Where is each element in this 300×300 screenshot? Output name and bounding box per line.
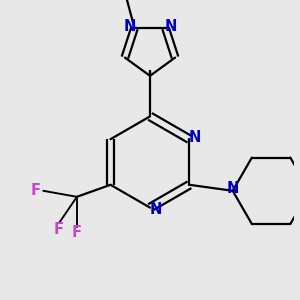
Text: N: N — [226, 181, 239, 196]
Text: F: F — [31, 183, 41, 198]
Text: F: F — [54, 222, 64, 237]
Text: N: N — [149, 202, 162, 217]
Text: N: N — [124, 20, 136, 34]
Text: N: N — [164, 20, 176, 34]
Text: N: N — [189, 130, 201, 145]
Text: F: F — [72, 225, 82, 240]
